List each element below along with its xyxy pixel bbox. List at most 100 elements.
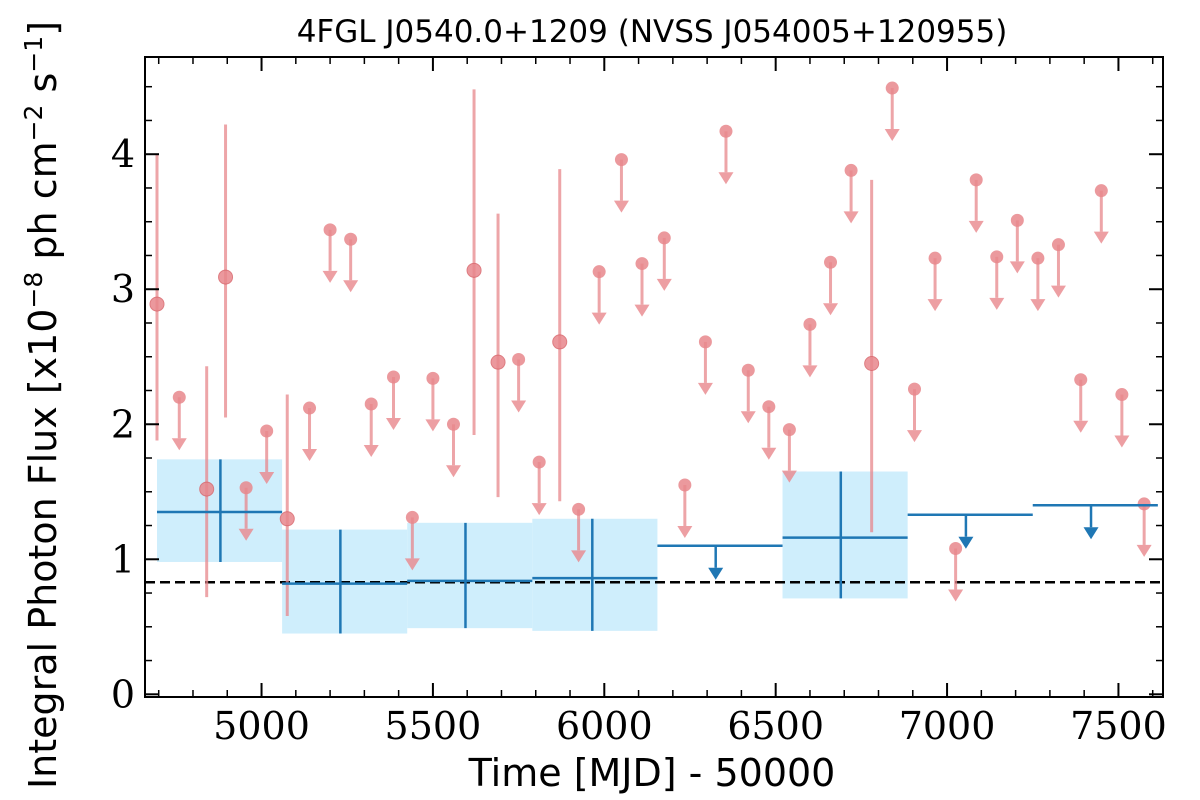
y-axis-label: Integral Photon Flux [x10−8 ph cm−2 s−1] — [19, 21, 65, 789]
monthly-upper-limit-arrow — [1050, 285, 1066, 298]
monthly-upper-limit-marker — [741, 363, 755, 377]
monthly-upper-limit-marker — [446, 417, 460, 431]
axis-ticks: 5000 5500 6000 6500 7000 7500 0 1 2 3 4 — [111, 57, 1167, 748]
monthly-upper-limit-arrow — [425, 419, 441, 432]
monthly-upper-limit-marker — [657, 231, 671, 245]
monthly-upper-limit-arrow — [386, 418, 402, 430]
x-tick-label: 6000 — [556, 704, 653, 748]
monthly-upper-limit-marker — [928, 251, 942, 265]
monthly-upper-limit-marker — [762, 400, 776, 414]
monthly-detection-point — [279, 511, 295, 527]
monthly-upper-limit-arrow — [677, 526, 693, 539]
monthly-upper-limit-arrow — [718, 172, 734, 185]
monthly-upper-limit-arrow — [697, 382, 713, 395]
monthly-upper-limit-arrow — [238, 528, 254, 541]
yearly-error-bands — [156, 459, 908, 634]
monthly-upper-limit-arrow — [1114, 435, 1130, 448]
monthly-upper-limit-arrow — [740, 411, 756, 424]
yearly-error-band — [532, 518, 658, 631]
monthly-upper-limit-marker — [969, 173, 983, 187]
monthly-upper-limit-arrow — [571, 550, 587, 563]
y-tick-label: 1 — [111, 537, 135, 581]
monthly-upper-limit-marker — [782, 423, 796, 437]
monthly-upper-limit-arrow — [531, 503, 547, 516]
monthly-upper-limit-arrow — [823, 303, 839, 316]
monthly-detection-point — [149, 296, 165, 312]
monthly-upper-limit-arrow — [634, 304, 650, 317]
monthly-upper-limit-marker — [1115, 388, 1129, 402]
monthly-upper-limit-arrow — [781, 470, 797, 483]
x-axis-label: Time [MJD] - 50000 — [468, 751, 836, 795]
monthly-upper-limit-arrow — [843, 211, 859, 224]
monthly-upper-limit-arrow — [259, 472, 275, 485]
monthly-upper-limit-marker — [532, 455, 546, 469]
y-tick-label: 2 — [111, 402, 135, 446]
monthly-detection-point — [864, 355, 880, 371]
monthly-upper-limit-marker — [512, 352, 526, 366]
monthly-upper-limit-marker — [635, 257, 649, 271]
monthly-upper-limit-arrow — [989, 297, 1005, 310]
monthly-detection-point — [218, 269, 234, 285]
monthly-upper-limit-marker — [907, 382, 921, 396]
monthly-upper-limit-marker — [990, 250, 1004, 264]
monthly-upper-limit-arrow — [1009, 261, 1025, 274]
monthly-upper-limit-arrow — [343, 280, 359, 293]
monthly-upper-limit-arrow — [656, 278, 672, 291]
monthly-upper-limit-marker — [803, 317, 817, 331]
monthly-upper-limit-marker — [303, 401, 317, 415]
y-tick-label: 4 — [111, 132, 135, 176]
monthly-upper-limit-marker — [1074, 373, 1088, 387]
monthly-upper-limit-arrow — [1073, 420, 1089, 433]
monthly-upper-limit-marker — [344, 232, 358, 246]
yearly-points — [156, 459, 1158, 634]
monthly-upper-limit-marker — [572, 502, 586, 516]
monthly-upper-limit-arrow — [927, 299, 943, 312]
monthly-upper-limit-marker — [592, 265, 606, 279]
monthly-upper-limit-arrow — [1093, 231, 1109, 244]
monthly-upper-limit-marker — [949, 541, 963, 555]
monthly-upper-limit-arrow — [302, 449, 318, 462]
monthly-upper-limit-arrow — [948, 589, 964, 602]
monthly-upper-limit-arrow — [906, 430, 922, 443]
monthly-upper-limit-marker — [1137, 497, 1151, 511]
monthly-upper-limit-marker — [1031, 251, 1045, 265]
monthly-upper-limit-arrow — [322, 270, 338, 283]
monthly-upper-limit-marker — [364, 397, 378, 411]
monthly-upper-limit-marker — [172, 390, 186, 404]
monthly-upper-limit-arrow — [591, 312, 607, 325]
monthly-upper-limit-marker — [698, 335, 712, 349]
monthly-upper-limit-marker — [405, 510, 419, 524]
monthly-upper-limit-marker — [1051, 238, 1065, 252]
chart-title: 4FGL J0540.0+1209 (NVSS J054005+120955) — [297, 14, 1008, 50]
monthly-upper-limit-arrow — [968, 220, 984, 233]
plot-frame — [144, 56, 1164, 698]
yearly-error-band — [782, 471, 908, 599]
monthly-points — [149, 81, 1152, 616]
monthly-upper-limit-marker — [824, 255, 838, 269]
x-tick-label: 5000 — [213, 704, 310, 748]
monthly-upper-limit-arrow — [613, 200, 629, 213]
yearly-error-band — [407, 522, 533, 629]
yearly-upper-limit-arrow — [1083, 527, 1099, 540]
monthly-upper-limit-marker — [719, 124, 733, 138]
monthly-upper-limit-arrow — [363, 445, 379, 458]
y-tick-label: 0 — [111, 672, 135, 716]
monthly-upper-limit-marker — [426, 371, 440, 385]
monthly-detection-point — [199, 481, 215, 497]
monthly-upper-limit-arrow — [171, 438, 187, 451]
monthly-upper-limit-marker — [387, 370, 401, 384]
monthly-upper-limit-marker — [614, 153, 628, 167]
monthly-detection-point — [552, 334, 568, 350]
monthly-upper-limit-arrow — [1030, 299, 1046, 312]
monthly-upper-limit-marker — [844, 163, 858, 177]
monthly-upper-limit-marker — [1094, 184, 1108, 198]
monthly-detection-point — [466, 262, 482, 278]
x-tick-label: 5500 — [385, 704, 482, 748]
y-tick-label: 3 — [111, 267, 135, 311]
yearly-upper-limit-arrow — [708, 567, 724, 580]
monthly-upper-limit-arrow — [511, 400, 527, 413]
x-tick-label: 7000 — [899, 704, 996, 748]
monthly-upper-limit-arrow — [802, 365, 818, 378]
monthly-upper-limit-marker — [885, 81, 899, 95]
